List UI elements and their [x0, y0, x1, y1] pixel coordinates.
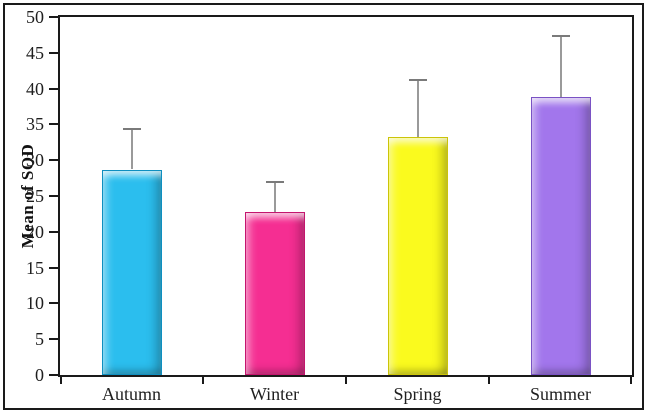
- x-tick-0: [60, 375, 62, 384]
- x-category-label-autumn: Autumn: [101, 384, 161, 404]
- errorbar-summer: [551, 34, 570, 98]
- y-tick-label-45: 45: [26, 42, 44, 63]
- y-tick-5: [49, 338, 58, 341]
- y-tick-0: [49, 374, 58, 376]
- x-tick-4: [630, 375, 632, 384]
- y-tick-30: [49, 159, 58, 162]
- x-tick-3: [488, 375, 490, 384]
- x-category-label-winter: Winter: [249, 384, 300, 404]
- y-tick-label-25: 25: [26, 186, 44, 206]
- y-tick-15: [49, 266, 58, 269]
- y-tick-label-50: 50: [26, 7, 44, 27]
- y-tick-45: [49, 51, 58, 54]
- y-tick-label-10: 10: [26, 293, 44, 314]
- y-tick-20: [49, 230, 58, 233]
- y-tick-25: [49, 195, 58, 197]
- x-category-label-spring: Spring: [393, 384, 442, 404]
- y-tick-label-15: 15: [26, 257, 44, 278]
- errorbar-spring: [408, 79, 427, 137]
- y-tick-label-35: 35: [26, 114, 44, 135]
- bar-summer: [530, 97, 591, 375]
- plot-area: Mean of SOD 0 5 10 15 20 25 30 35 40 45 50 Autumn Wi…: [18, 7, 634, 404]
- bar-spring: [387, 136, 448, 375]
- y-tick-40: [49, 87, 58, 90]
- x-category-label-summer: Summer: [530, 384, 591, 404]
- y-tick-label-5: 5: [35, 329, 44, 350]
- y-tick-label-20: 20: [26, 221, 44, 242]
- bar-autumn: [101, 169, 162, 375]
- y-tick-label-40: 40: [26, 78, 44, 99]
- bar-winter: [244, 212, 305, 375]
- y-tick-label-30: 30: [26, 150, 44, 171]
- y-tick-35: [49, 123, 58, 126]
- errorbar-winter: [265, 180, 284, 213]
- y-tick-10: [49, 302, 58, 305]
- y-tick-label-0: 0: [35, 365, 44, 385]
- x-tick-1: [202, 375, 204, 384]
- x-tick-2: [345, 375, 347, 384]
- errorbar-autumn: [122, 127, 141, 170]
- y-tick-50: [49, 16, 58, 18]
